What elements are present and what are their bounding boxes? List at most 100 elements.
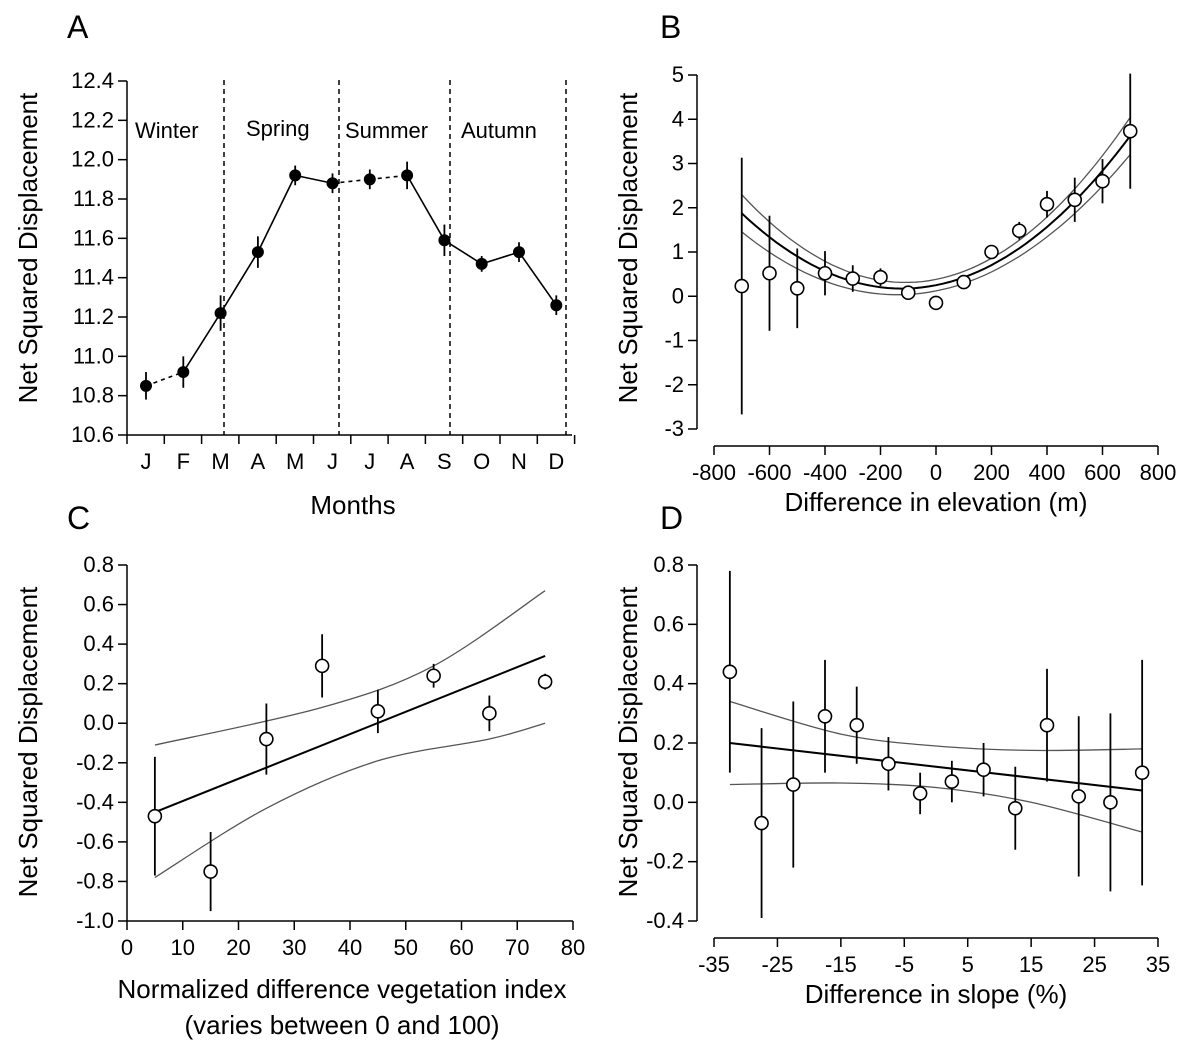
data-point — [1103, 795, 1118, 810]
data-point — [754, 815, 769, 831]
data-point — [762, 265, 777, 281]
y-tick-label: -0.6 — [76, 829, 114, 854]
x-tick-label: D — [548, 449, 564, 474]
data-point — [849, 717, 865, 733]
data-point — [722, 664, 738, 680]
data-point — [475, 257, 488, 270]
y-tick-label: 12.4 — [71, 68, 114, 93]
x-tick-label: -35 — [698, 952, 730, 977]
panel-a-xlabel: Months — [310, 490, 395, 520]
x-tick-label: -15 — [825, 952, 857, 977]
x-tick-label: -5 — [895, 952, 915, 977]
data-point — [370, 704, 386, 719]
panel-b-ylabel: Net Squared Displacement — [613, 92, 643, 403]
x-tick-label: 40 — [338, 935, 362, 960]
data-point — [881, 756, 896, 772]
x-tick-label: 80 — [561, 935, 585, 960]
y-tick-label: 0.6 — [83, 592, 114, 617]
x-tick-label: J — [364, 449, 375, 474]
y-tick-label: 11.0 — [73, 343, 114, 368]
x-tick-label: 50 — [394, 935, 418, 960]
y-tick-label: 12.0 — [71, 147, 114, 172]
data-point — [214, 307, 227, 320]
x-tick-label: -600 — [747, 460, 791, 485]
panel-b: B -3 -2 -1 0 1 2 3 4 5 -800 -600 -400 -200 0 200 400 600… — [613, 9, 1176, 517]
y-tick-label: 11.4 — [73, 265, 114, 290]
data-point — [900, 285, 916, 301]
data-point — [1122, 123, 1138, 139]
panel-a: A 10.6 10.8 11.0 11.2 11.4 11.6 11.8 12.0 12.2 12… — [13, 9, 576, 520]
data-point — [289, 169, 302, 182]
x-tick-label: 0 — [930, 460, 942, 485]
x-tick-label: J — [141, 449, 152, 474]
data-point — [1039, 196, 1055, 212]
y-tick-label: 0.2 — [83, 671, 114, 696]
ci-lower-line — [741, 154, 1131, 296]
data-point — [426, 668, 441, 684]
x-tick-label: 60 — [449, 935, 473, 960]
fit-line — [741, 135, 1132, 290]
x-tick-label: 0 — [121, 935, 133, 960]
x-tick-label: A — [400, 449, 415, 474]
x-tick-label: -800 — [692, 460, 736, 485]
x-tick-label: 5 — [962, 952, 974, 977]
data-point — [928, 295, 944, 311]
y-tick-label: 11.2 — [73, 304, 114, 329]
y-tick-label: 10.8 — [71, 383, 114, 408]
panel-a-seasons: Winter Spring Summer Autumn — [135, 116, 537, 143]
x-tick-label: -200 — [858, 460, 902, 485]
data-point — [984, 244, 999, 260]
x-tick-label: S — [437, 449, 452, 474]
y-tick-label: -0.2 — [76, 750, 114, 775]
y-tick-label: 11.6 — [73, 225, 114, 250]
data-point — [785, 777, 801, 792]
y-tick-label: -0.2 — [646, 849, 684, 874]
data-point — [363, 173, 376, 186]
y-tick-label: 5 — [672, 62, 684, 87]
series-line-segment — [295, 174, 333, 185]
data-point — [314, 658, 330, 674]
data-point — [1007, 800, 1023, 816]
panel-d-ylabel: Net Squared Displacement — [613, 586, 643, 897]
y-tick-label: -0.4 — [646, 908, 684, 933]
data-point — [550, 299, 563, 312]
y-tick-label: 1 — [672, 239, 684, 264]
series-line-segment — [369, 174, 408, 181]
panel-a-ylabel: Net Squared Displacement — [13, 92, 43, 403]
data-point — [817, 265, 833, 281]
ci-upper-line — [729, 700, 1143, 752]
data-point — [203, 864, 218, 879]
ci-lower-line — [729, 782, 1143, 833]
x-tick-label: -400 — [803, 460, 847, 485]
data-point — [251, 246, 264, 259]
series-line-segment — [145, 371, 184, 387]
data-point — [177, 366, 190, 379]
x-tick-label: N — [511, 449, 527, 474]
x-tick-label: 800 — [1140, 460, 1177, 485]
y-tick-label: -3 — [664, 416, 684, 441]
season-label-spring: Spring — [246, 116, 310, 141]
x-tick-label: M — [211, 449, 229, 474]
data-point — [944, 774, 960, 789]
series-line-segment — [182, 312, 222, 373]
y-tick-label: 4 — [672, 106, 684, 131]
data-point — [513, 246, 525, 259]
data-point — [147, 808, 163, 824]
data-point — [1095, 173, 1110, 189]
data-point — [1039, 717, 1055, 733]
y-tick-label: 0.4 — [653, 671, 684, 696]
fit-line — [154, 655, 546, 814]
y-tick-label: -1.0 — [76, 908, 114, 933]
data-point — [482, 706, 497, 721]
y-tick-label: 0.0 — [653, 789, 684, 814]
x-tick-label: -25 — [762, 952, 794, 977]
x-tick-label: 70 — [505, 935, 529, 960]
panel-c-ylabel: Net Squared Displacement — [13, 586, 43, 897]
data-point — [845, 271, 861, 286]
season-label-winter: Winter — [135, 118, 199, 143]
data-point — [734, 278, 750, 294]
panel-b-xlabel: Difference in elevation (m) — [785, 487, 1088, 517]
data-point — [817, 708, 833, 724]
ci-upper-line — [741, 116, 1131, 284]
